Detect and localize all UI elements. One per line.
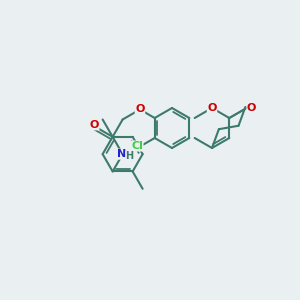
Text: O: O — [207, 103, 217, 113]
Text: H: H — [126, 151, 134, 161]
Text: O: O — [90, 120, 99, 130]
Text: Cl: Cl — [131, 141, 143, 151]
Text: O: O — [135, 104, 145, 115]
Text: N: N — [117, 149, 126, 159]
Text: O: O — [247, 103, 256, 113]
